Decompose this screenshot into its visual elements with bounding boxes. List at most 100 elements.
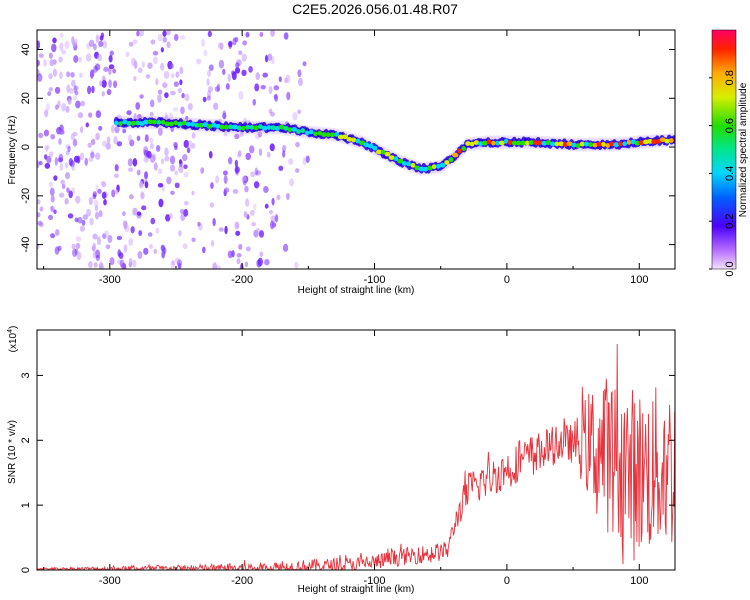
ridge-core: [325, 132, 331, 138]
noise-speckle: [295, 141, 300, 148]
noise-speckle: [57, 100, 61, 108]
noise-speckle: [180, 35, 186, 40]
ridge-core: [308, 129, 314, 135]
noise-speckle: [202, 96, 207, 103]
noise-speckle: [95, 132, 100, 141]
noise-speckle: [252, 98, 257, 106]
noise-speckle: [90, 151, 95, 159]
noise-speckle: [206, 78, 210, 86]
noise-speckle: [65, 105, 70, 113]
noise-speckle: [259, 251, 264, 257]
noise-speckle: [132, 207, 138, 216]
noise-speckle: [122, 128, 127, 134]
ridge-core: [317, 130, 323, 136]
noise-speckle: [212, 262, 218, 269]
noise-speckle: [59, 42, 64, 51]
chart-title: C2E5.2026.056.01.48.R07: [292, 1, 458, 17]
noise-speckle: [171, 259, 175, 266]
noise-speckle: [215, 175, 220, 184]
noise-speckle: [150, 217, 156, 225]
noise-speckle: [256, 259, 262, 268]
ridge-core: [583, 141, 590, 147]
noise-speckle: [79, 72, 83, 78]
noise-speckle: [59, 129, 65, 135]
spectrogram-x-tick-label: 100: [630, 274, 648, 286]
noise-speckle: [176, 259, 183, 267]
noise-speckle: [235, 230, 241, 236]
ridge-core: [579, 141, 586, 147]
ridge-core: [147, 119, 154, 125]
noise-speckle: [108, 64, 115, 70]
ridge-core: [444, 160, 450, 165]
noise-speckle: [58, 138, 62, 145]
noise-speckle: [274, 214, 279, 223]
noise-speckle: [98, 262, 104, 269]
noise-speckle: [163, 247, 167, 255]
ridge-core: [350, 137, 357, 143]
noise-speckle: [153, 162, 158, 171]
noise-speckle: [65, 149, 70, 156]
noise-speckle: [109, 50, 114, 56]
ridge-core: [410, 162, 416, 168]
noise-speckle: [127, 134, 133, 143]
noise-speckle: [187, 102, 193, 111]
ridge-core: [469, 141, 475, 147]
noise-speckle: [37, 40, 41, 50]
noise-speckle: [133, 75, 137, 82]
noise-speckle: [218, 59, 225, 69]
noise-speckle: [250, 209, 255, 216]
noise-speckle: [53, 209, 57, 214]
noise-speckle: [102, 40, 108, 49]
noise-speckle: [114, 189, 119, 195]
noise-speckle: [164, 147, 169, 157]
noise-speckle: [235, 165, 239, 175]
noise-speckle: [253, 203, 257, 211]
noise-speckle: [153, 248, 157, 255]
ridge-core: [296, 129, 301, 134]
ridge-core: [245, 124, 251, 130]
noise-speckle: [223, 175, 228, 184]
noise-speckle: [94, 249, 101, 259]
noise-speckle: [257, 130, 263, 138]
noise-speckle: [155, 78, 159, 86]
noise-speckle: [234, 159, 239, 168]
noise-speckle: [78, 56, 82, 63]
noise-speckle: [286, 192, 290, 201]
ridge-core: [545, 140, 552, 146]
noise-speckle: [166, 41, 171, 49]
noise-speckle: [186, 147, 191, 154]
noise-speckle: [162, 36, 168, 43]
noise-speckle: [98, 125, 103, 131]
noise-speckle: [101, 181, 107, 188]
noise-speckle: [67, 213, 74, 219]
noise-speckle: [38, 160, 43, 166]
noise-speckle: [114, 164, 119, 172]
ridge-core: [503, 138, 509, 144]
noise-speckle: [235, 62, 240, 69]
noise-speckle: [302, 157, 307, 166]
noise-speckle: [210, 240, 215, 247]
noise-speckle: [37, 59, 40, 67]
snr-y-tick-label: 2: [20, 437, 32, 443]
noise-speckle: [297, 77, 303, 87]
colorbar-gradient: [712, 30, 736, 269]
noise-speckle: [227, 157, 233, 165]
noise-speckle: [127, 158, 133, 167]
noise-speckle: [122, 219, 127, 227]
noise-speckle: [180, 213, 186, 222]
ridge-core: [613, 142, 620, 148]
ridge-core: [320, 132, 327, 137]
noise-speckle: [227, 73, 231, 82]
noise-speckle: [248, 145, 255, 154]
noise-speckle: [183, 139, 190, 149]
noise-speckle: [258, 230, 265, 238]
noise-speckle: [241, 175, 247, 184]
noise-speckle: [136, 30, 140, 37]
noise-speckle: [157, 33, 163, 42]
snr-frame: [36, 329, 676, 571]
noise-speckle: [237, 150, 242, 157]
noise-speckle: [283, 32, 289, 40]
noise-speckle: [108, 54, 113, 63]
noise-speckle: [87, 142, 92, 148]
ridge-core: [384, 151, 391, 157]
